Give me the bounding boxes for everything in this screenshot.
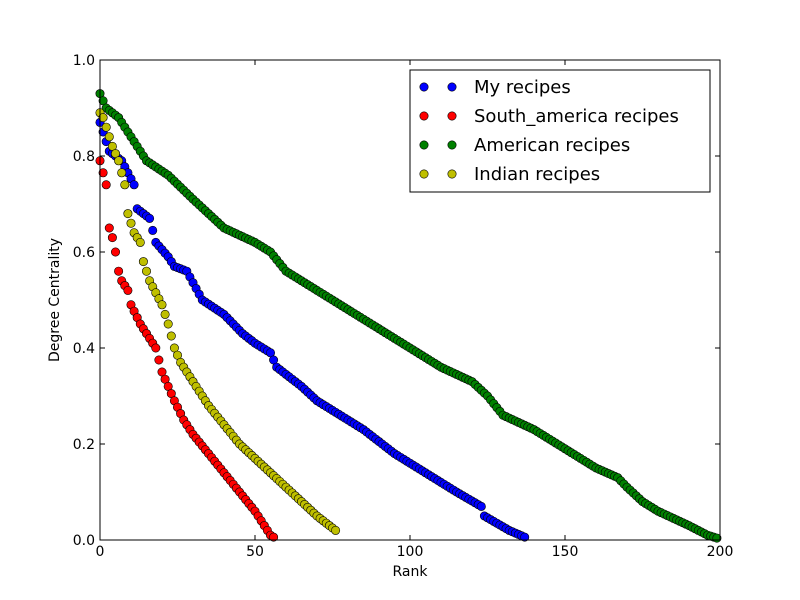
legend-marker xyxy=(419,111,429,121)
y-tick-label: 0.6 xyxy=(73,245,95,261)
x-tick-label: 50 xyxy=(246,544,264,560)
legend-marker xyxy=(447,169,457,179)
x-tick-label: 0 xyxy=(96,544,105,560)
data-point xyxy=(148,225,158,235)
data-point xyxy=(160,309,170,319)
series-south-america-recipes xyxy=(95,156,279,542)
data-point xyxy=(117,168,127,178)
y-tick-label: 0.8 xyxy=(73,149,95,165)
data-point xyxy=(120,180,130,190)
y-axis-label: Degree Centrality xyxy=(47,238,63,362)
legend-box xyxy=(409,69,711,193)
data-point xyxy=(154,355,164,365)
legend-label: South_america recipes xyxy=(474,106,679,127)
data-point xyxy=(114,156,124,166)
legend-label: Indian recipes xyxy=(474,164,600,185)
data-point xyxy=(123,285,133,295)
data-point xyxy=(104,132,114,142)
series-layer xyxy=(95,89,722,543)
data-point xyxy=(166,331,176,341)
data-point xyxy=(98,113,108,123)
data-point xyxy=(269,532,279,542)
x-tick-label: 200 xyxy=(707,544,734,560)
legend-label: American recipes xyxy=(474,135,630,156)
x-tick-label: 100 xyxy=(397,544,424,560)
x-tick-label: 150 xyxy=(552,544,579,560)
data-point xyxy=(104,223,114,233)
data-point xyxy=(476,501,486,511)
axes-layer: 0 50 100 150 200 0.0 0.2 0.4 0.6 0.8 1.0 xyxy=(73,53,734,560)
data-point xyxy=(331,525,341,535)
y-tick-label: 0.0 xyxy=(73,533,95,549)
data-point xyxy=(126,218,136,228)
data-point xyxy=(123,209,133,219)
legend-marker xyxy=(419,140,429,150)
data-point xyxy=(101,180,111,190)
data-point xyxy=(138,257,148,267)
legend-label: My recipes xyxy=(474,77,571,98)
series-american-recipes xyxy=(95,89,722,543)
y-tick-label: 0.2 xyxy=(73,437,95,453)
data-point xyxy=(111,247,121,257)
data-point xyxy=(157,300,167,310)
data-point xyxy=(142,266,152,276)
legend-marker xyxy=(419,169,429,179)
legend: My recipes South_america recipes American … xyxy=(409,69,711,193)
y-tick-label: 1.0 xyxy=(73,53,95,69)
data-point xyxy=(520,532,530,542)
series-indian-recipes xyxy=(95,108,341,535)
legend-marker xyxy=(447,140,457,150)
data-point xyxy=(163,319,173,329)
data-point xyxy=(145,213,155,223)
legend-marker xyxy=(447,111,457,121)
data-point xyxy=(98,168,108,178)
data-point xyxy=(129,180,139,190)
data-point xyxy=(151,343,161,353)
data-point xyxy=(135,237,145,247)
y-tick-label: 0.4 xyxy=(73,341,95,357)
legend-marker xyxy=(419,82,429,92)
data-point xyxy=(114,266,124,276)
data-point xyxy=(101,122,111,132)
data-point xyxy=(107,233,117,243)
legend-marker xyxy=(447,82,457,92)
x-axis-label: Rank xyxy=(393,564,429,580)
